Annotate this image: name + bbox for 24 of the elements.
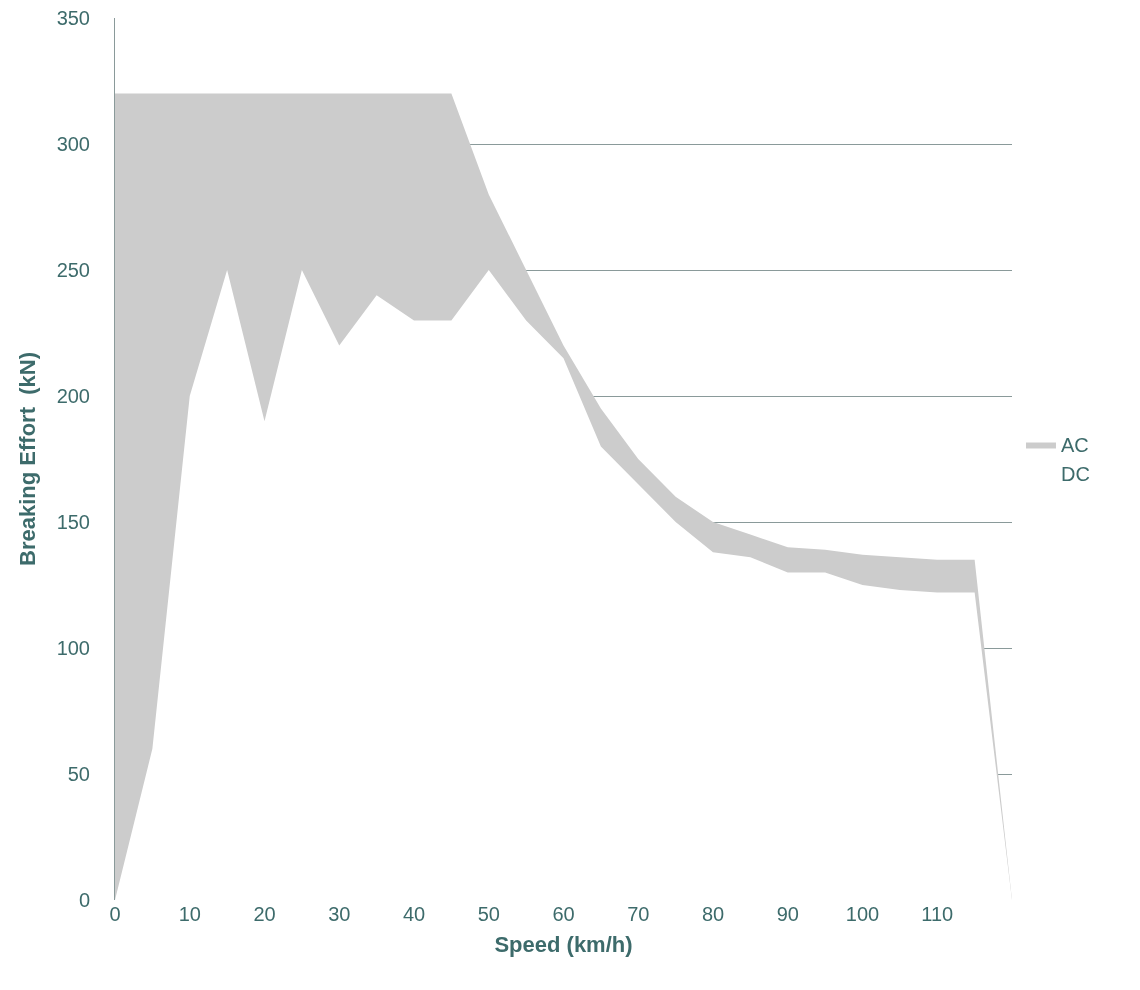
x-tick-label: 50 xyxy=(477,903,500,925)
y-tick-label: 350 xyxy=(56,7,90,29)
y-tick-label: 150 xyxy=(56,511,90,533)
y-tick-label: 0 xyxy=(78,889,90,911)
x-tick-label: 30 xyxy=(328,903,351,925)
legend-label: AC xyxy=(1060,434,1089,457)
x-tick-label: 20 xyxy=(253,903,276,925)
y-tick-label: 300 xyxy=(56,133,90,155)
x-tick-label: 90 xyxy=(776,903,799,925)
y-tick-label: 250 xyxy=(56,259,90,281)
text: DC xyxy=(1060,463,1090,486)
x-tick-label: 70 xyxy=(627,903,650,925)
x-tick-label: 110 xyxy=(921,903,954,925)
x-tick-label: 10 xyxy=(178,903,201,925)
x-tick-label: 40 xyxy=(402,903,426,925)
x-axis-title: Speed (km/h) xyxy=(494,931,633,957)
x-tick-label: 80 xyxy=(701,903,725,925)
y-axis-title: Breaking Effort (kN) xyxy=(15,352,41,566)
x-tick-label: 0 xyxy=(109,903,121,925)
x-tick-label: 60 xyxy=(552,903,575,925)
y-tick-label: 200 xyxy=(56,385,90,407)
y-tick-label: 100 xyxy=(56,637,90,659)
y-tick-label: 50 xyxy=(67,763,90,785)
x-tick-label: 100 xyxy=(845,903,880,925)
